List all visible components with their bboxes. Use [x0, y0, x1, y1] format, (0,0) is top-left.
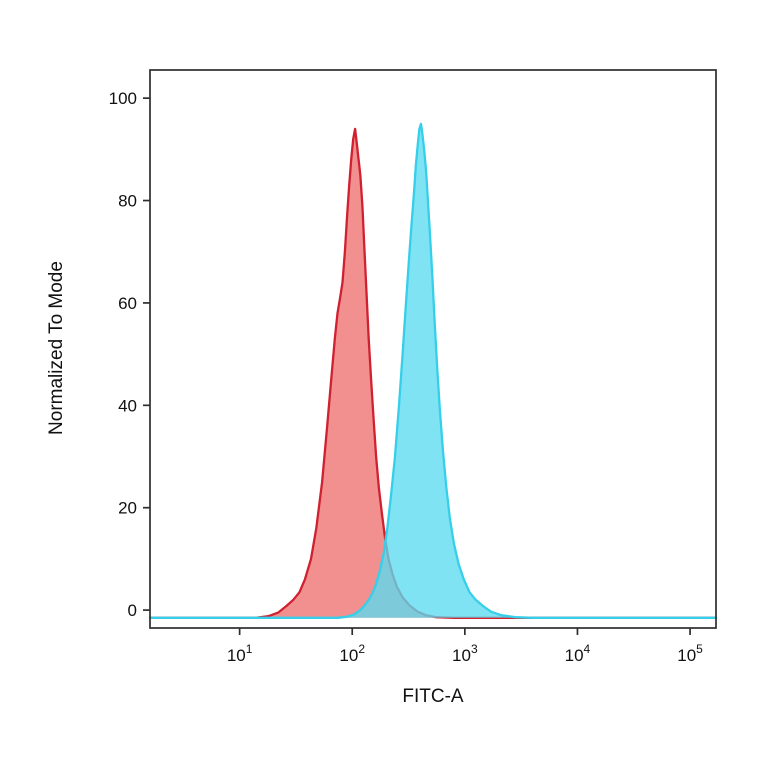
y-tick-label: 100 [109, 89, 137, 108]
x-tick-label: 101 [227, 642, 253, 665]
y-tick-label: 0 [128, 601, 137, 620]
y-tick-label: 40 [118, 396, 137, 415]
x-tick-label: 102 [339, 642, 365, 665]
x-tick-label: 105 [677, 642, 703, 665]
x-tick-label: 103 [452, 642, 478, 665]
y-tick-label: 80 [118, 192, 137, 211]
x-tick-label: 104 [565, 642, 591, 665]
x-axis-label: FITC-A [402, 686, 464, 707]
y-axis-label: Normalized To Mode [46, 261, 67, 435]
cyan-peak-outline [148, 122, 718, 619]
y-tick-label: 60 [118, 294, 137, 313]
cyan-peak-fill [150, 123, 716, 618]
y-tick-label: 20 [118, 499, 137, 518]
plot-frame [149, 69, 717, 629]
